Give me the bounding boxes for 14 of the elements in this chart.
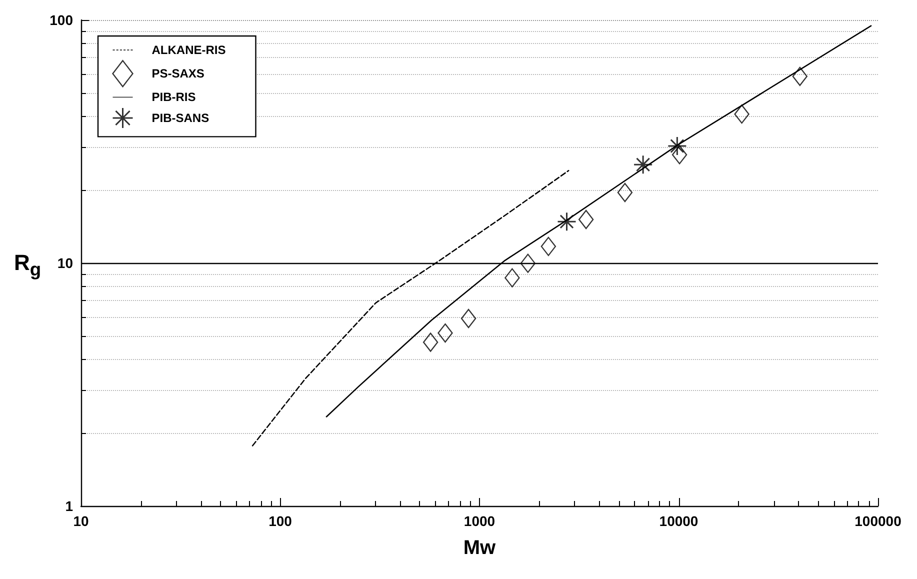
legend-label: PS-SAXS <box>152 66 204 81</box>
x-tick-label: 100000 <box>854 513 902 529</box>
y-tick-label: 100 <box>50 12 74 28</box>
y-tick-label: 10 <box>57 255 74 271</box>
x-tick-label: 10 <box>73 513 89 529</box>
legend-label: PIB-SANS <box>152 110 210 125</box>
x-tick-label: 100 <box>268 513 292 529</box>
y-tick-label: 1 <box>65 498 74 514</box>
x-axis-title: Mw <box>463 537 496 559</box>
x-tick-label: 1000 <box>464 513 496 529</box>
legend-label: ALKANE-RIS <box>152 43 226 57</box>
y-axis-title: R$_{g}$ <box>14 250 42 280</box>
legend-label: PIB-RIS <box>152 90 196 104</box>
x-tick-label: 10000 <box>659 513 698 529</box>
